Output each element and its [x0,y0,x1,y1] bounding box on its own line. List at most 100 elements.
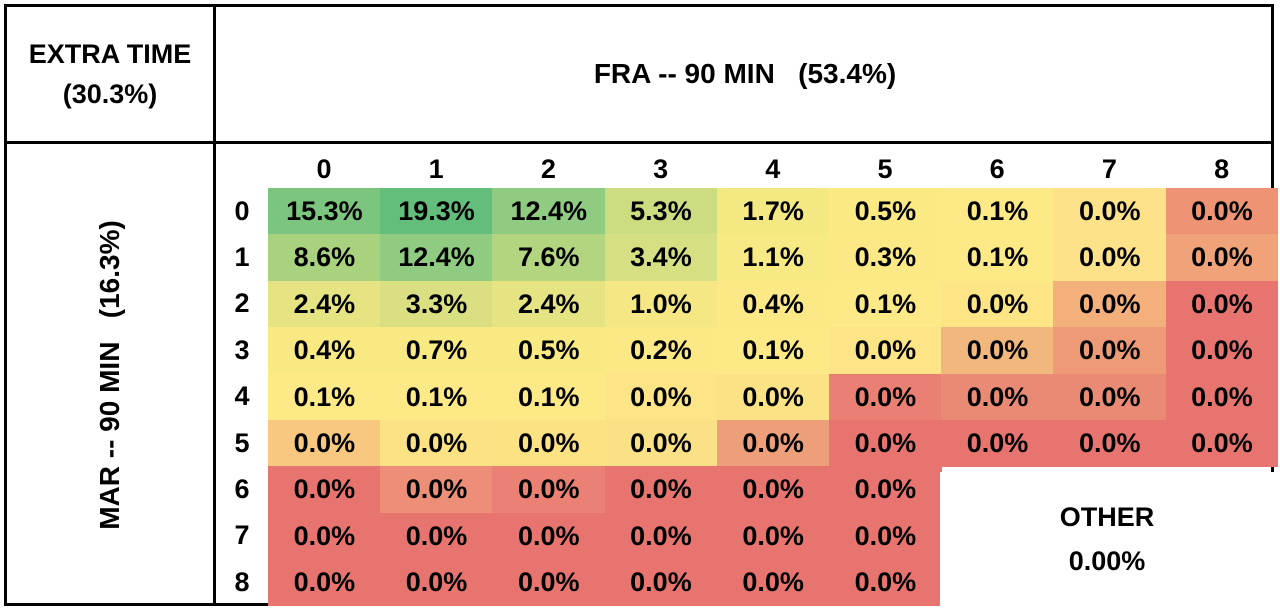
heatmap-cell-r8-c5: 0.0% [829,559,942,607]
heatmap-cell-r5-c7: 0.0% [1053,420,1167,467]
heatmap-cell-r0-c1: 19.3% [380,188,493,235]
heatmap-cell-r1-c3: 3.4% [604,234,718,282]
heatmap-cell-r8-c0: 0.0% [268,559,381,607]
heatmap-cell-r0-c5: 0.5% [829,188,942,235]
heatmap-cell-r2-c4: 0.4% [716,280,830,328]
heatmap-cell-r0-c7: 0.0% [1053,188,1167,235]
heatmap-cell-r2-c2: 2.4% [492,280,606,328]
heatmap-cell-r1-c7: 0.0% [1053,234,1167,282]
heatmap-cell-r1-c1: 12.4% [380,234,493,282]
heatmap-cell-r4-c3: 0.0% [604,373,718,421]
heatmap-cell-r1-c4: 1.1% [716,234,830,282]
heatmap-cell-r6-c2: 0.0% [492,466,606,514]
extra-time-percent: (30.3%) [62,79,158,109]
heatmap-cell-r2-c8: 0.0% [1165,280,1279,328]
heatmap-cell-r8-c1: 0.0% [380,559,493,607]
heatmap-cell-r7-c4: 0.0% [716,512,830,560]
heatmap-cell-r0-c3: 5.3% [604,188,718,235]
heatmap-cell-r3-c8: 0.0% [1165,327,1279,375]
heatmap-cell-r6-c1: 0.0% [380,466,493,514]
row-axis-title: MAR -- 90 MIN (16.3%) [94,220,125,530]
heatmap-cell-r5-c1: 0.0% [380,420,493,467]
heatmap-cell-r8-c2: 0.0% [492,559,606,607]
heatmap-cell-r7-c5: 0.0% [829,512,942,560]
column-axis-title: FRA -- 90 MIN (53.4%) [593,58,897,89]
heatmap-cell-r0-c4: 1.7% [716,188,830,235]
heatmap-cell-r3-c7: 0.0% [1053,327,1167,375]
heatmap-cell-r2-c0: 2.4% [268,280,381,328]
heatmap-cell-r0-c2: 12.4% [492,188,606,235]
heatmap-cell-r4-c0: 0.1% [268,373,381,421]
heatmap-cell-r2-c3: 1.0% [604,280,718,328]
other-box: OTHER 0.00% [940,472,1274,606]
extra-time-label: EXTRA TIME (30.3%) [7,7,213,141]
row-axis-title-box: MAR -- 90 MIN (16.3%) [7,144,213,606]
heatmap-cell-r5-c8: 0.0% [1165,420,1279,467]
heatmap-cell-r2-c6: 0.0% [941,280,1054,328]
heatmap-cell-r3-c5: 0.0% [829,327,942,375]
heatmap-cell-r4-c5: 0.0% [829,373,942,421]
heatmap-cell-r5-c5: 0.0% [829,420,942,467]
row-header-6: 6 [234,473,250,504]
row-header-4: 4 [234,381,250,412]
column-header-5: 5 [877,153,893,184]
column-header-6: 6 [989,153,1005,184]
column-header-7: 7 [1101,153,1117,184]
row-header-3: 3 [234,334,250,365]
heatmap-cell-r3-c1: 0.7% [380,327,493,375]
row-header-8: 8 [234,566,250,597]
heatmap-cell-r7-c3: 0.0% [604,512,718,560]
heatmap-cell-r5-c4: 0.0% [716,420,830,467]
column-header-1: 1 [428,153,444,184]
column-header-4: 4 [765,153,781,184]
heatmap-cell-r1-c5: 0.3% [829,234,942,282]
row-header-7: 7 [234,520,250,551]
heatmap-cell-r8-c3: 0.0% [604,559,718,607]
heatmap-cell-r4-c8: 0.0% [1165,373,1279,421]
heatmap-cell-r4-c7: 0.0% [1053,373,1167,421]
side-divider [213,4,216,606]
other-label: OTHER [1059,502,1155,532]
column-header-3: 3 [653,153,669,184]
heatmap-cell-r0-c6: 0.1% [941,188,1054,235]
heatmap-cell-r6-c3: 0.0% [604,466,718,514]
extra-time-title: EXTRA TIME [28,39,192,69]
heatmap-cell-r3-c2: 0.5% [492,327,606,375]
column-header-0: 0 [316,153,332,184]
heatmap-cell-r8-c4: 0.0% [716,559,830,607]
heatmap-cell-r3-c3: 0.2% [604,327,718,375]
heatmap-cell-r5-c0: 0.0% [268,420,381,467]
header-divider [4,141,1274,144]
heatmap-cell-r1-c2: 7.6% [492,234,606,282]
heatmap-cell-r1-c8: 0.0% [1165,234,1279,282]
heatmap-cell-r1-c6: 0.1% [941,234,1054,282]
heatmap-cell-r0-c8: 0.0% [1165,188,1279,235]
heatmap-cell-r2-c7: 0.0% [1053,280,1167,328]
heatmap-cell-r3-c0: 0.4% [268,327,381,375]
heatmap-cell-r5-c6: 0.0% [941,420,1054,467]
heatmap-cell-r6-c4: 0.0% [716,466,830,514]
heatmap-cell-r4-c2: 0.1% [492,373,606,421]
row-header-1: 1 [234,241,250,272]
other-value: 0.00% [1068,546,1146,576]
heatmap-cell-r3-c4: 0.1% [716,327,830,375]
heatmap-cell-r5-c3: 0.0% [604,420,718,467]
heatmap-cell-r7-c2: 0.0% [492,512,606,560]
heatmap-cell-r7-c0: 0.0% [268,512,381,560]
heatmap-cell-r4-c6: 0.0% [941,373,1054,421]
column-header-8: 8 [1214,153,1230,184]
heatmap-cell-r1-c0: 8.6% [268,234,381,282]
heatmap-cell-r6-c0: 0.0% [268,466,381,514]
row-header-5: 5 [234,427,250,458]
row-header-2: 2 [234,288,250,319]
row-header-0: 0 [234,195,250,226]
column-header-2: 2 [540,153,556,184]
heatmap-cell-r7-c1: 0.0% [380,512,493,560]
heatmap-cell-r4-c4: 0.0% [716,373,830,421]
heatmap-cell-r2-c5: 0.1% [829,280,942,328]
heatmap-cell-r0-c0: 15.3% [268,188,381,235]
heatmap-cell-r3-c6: 0.0% [941,327,1054,375]
heatmap-cell-r6-c5: 0.0% [829,466,942,514]
heatmap-cell-r5-c2: 0.0% [492,420,606,467]
heatmap-cell-r4-c1: 0.1% [380,373,493,421]
